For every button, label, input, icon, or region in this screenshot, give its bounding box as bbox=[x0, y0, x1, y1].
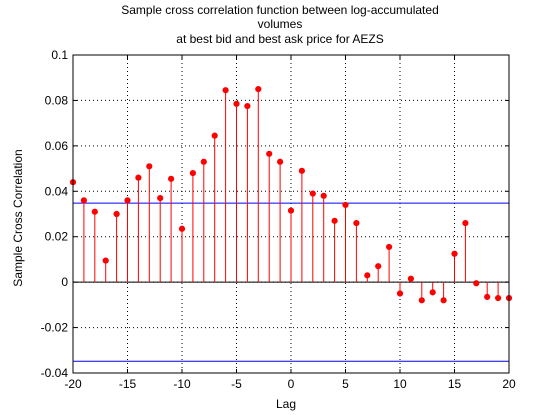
y-tick-label: 0.06 bbox=[45, 139, 69, 153]
stem-marker bbox=[407, 275, 414, 282]
x-tick-label: -5 bbox=[231, 377, 242, 391]
x-tick-label: -20 bbox=[64, 377, 82, 391]
stem-marker bbox=[91, 208, 98, 215]
y-tick-label: 0.02 bbox=[45, 230, 69, 244]
stem-marker bbox=[484, 293, 491, 301]
stem-marker bbox=[157, 195, 164, 202]
stem-marker bbox=[364, 272, 371, 279]
stem-marker bbox=[244, 103, 251, 110]
stem-marker bbox=[189, 170, 196, 177]
y-tick-labels: -0.04 -0.02 0 0.02 0.04 0.06 0.08 0.1 bbox=[41, 48, 69, 380]
stem-marker bbox=[255, 85, 262, 93]
y-axis-label: Sample Cross Correlation bbox=[11, 149, 25, 287]
x-tick-label: -10 bbox=[173, 377, 191, 391]
stem-marker bbox=[277, 158, 284, 165]
stem-marker bbox=[135, 174, 142, 181]
axis-ticks bbox=[72, 54, 510, 374]
stem-marker bbox=[473, 280, 480, 287]
stem-marker bbox=[124, 197, 131, 204]
stem-marker bbox=[342, 201, 349, 209]
y-tick-label: 0.04 bbox=[45, 184, 69, 198]
stem-series bbox=[69, 85, 513, 304]
stem-marker bbox=[211, 132, 218, 139]
stem-marker bbox=[495, 294, 502, 302]
chart-title-line-2: volumes bbox=[257, 17, 303, 31]
y-tick-label: 0.1 bbox=[51, 48, 68, 62]
y-tick-label: 0.08 bbox=[45, 93, 69, 107]
y-tick-label: -0.02 bbox=[41, 321, 69, 335]
y-tick-label: 0 bbox=[61, 275, 68, 289]
y-tick-label: -0.04 bbox=[41, 366, 69, 380]
stem-marker bbox=[309, 190, 316, 197]
stem-marker bbox=[178, 225, 186, 232]
stem-marker bbox=[298, 167, 305, 174]
chart-title-line-1: Sample cross correlation function betwee… bbox=[121, 3, 439, 17]
stem-marker bbox=[375, 263, 382, 270]
x-tick-label: 0 bbox=[288, 377, 295, 391]
stem-marker bbox=[320, 192, 327, 199]
stem-marker bbox=[462, 219, 469, 227]
stem-marker bbox=[80, 197, 88, 204]
stem-marker bbox=[102, 257, 109, 264]
stem-marker bbox=[353, 219, 360, 227]
stem-marker bbox=[440, 297, 447, 304]
stem-marker bbox=[113, 210, 120, 218]
x-tick-label: 15 bbox=[448, 377, 462, 391]
confidence-bounds bbox=[73, 202, 509, 362]
stem-marker bbox=[146, 163, 153, 170]
x-tick-labels: -20 -15 -10 -5 0 5 10 15 20 bbox=[64, 377, 516, 391]
stem-marker bbox=[331, 217, 338, 224]
x-tick-label: 10 bbox=[393, 377, 407, 391]
stem-marker bbox=[266, 150, 273, 157]
x-tick-label: 5 bbox=[342, 377, 349, 391]
x-axis-label: Lag bbox=[276, 397, 297, 411]
stem-marker bbox=[233, 100, 240, 107]
chart-title-line-3: at best bid and best ask price for AEZS bbox=[176, 32, 384, 46]
stem-marker bbox=[451, 250, 458, 257]
stem-marker bbox=[222, 87, 229, 94]
stem-marker bbox=[396, 290, 404, 297]
x-tick-label: 20 bbox=[502, 377, 516, 391]
stem-marker bbox=[168, 175, 175, 182]
stem-marker bbox=[386, 243, 393, 251]
stem-marker bbox=[287, 207, 295, 214]
stem-marker bbox=[418, 297, 425, 304]
stem-marker bbox=[200, 158, 207, 165]
x-tick-label: -15 bbox=[119, 377, 137, 391]
stem-marker bbox=[429, 289, 436, 296]
